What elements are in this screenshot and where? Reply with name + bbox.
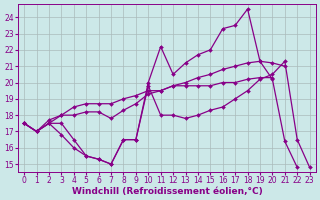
X-axis label: Windchill (Refroidissement éolien,°C): Windchill (Refroidissement éolien,°C) (72, 187, 262, 196)
